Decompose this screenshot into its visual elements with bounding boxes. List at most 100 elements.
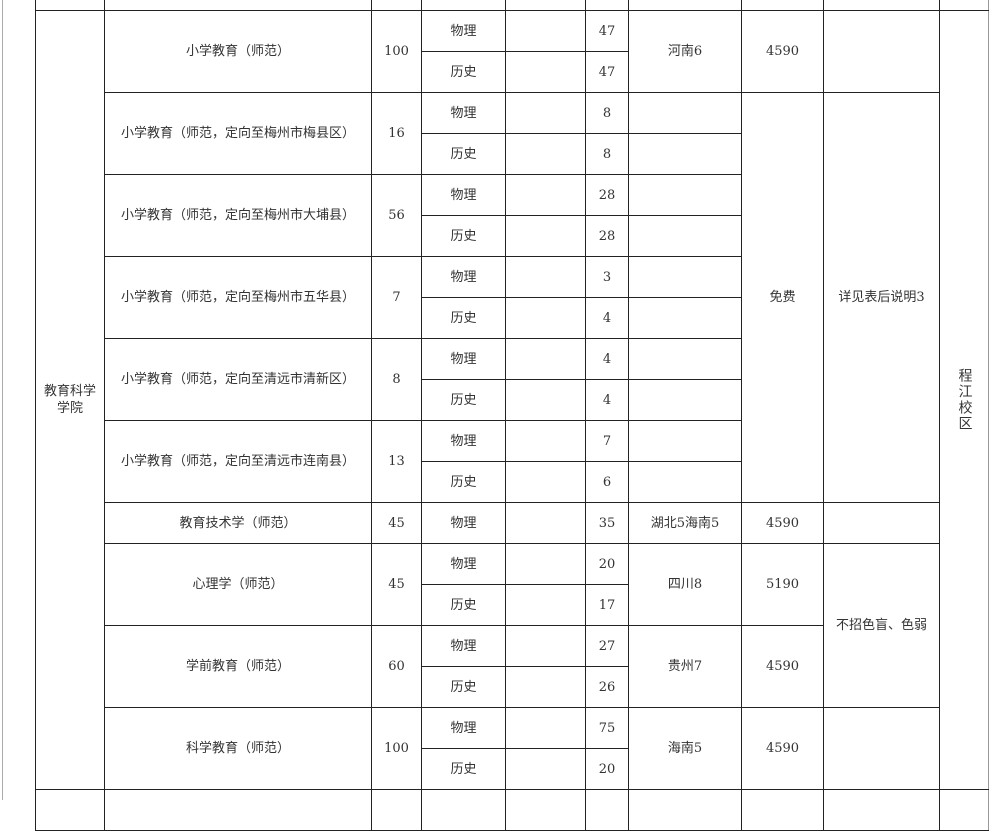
- subject-count: 7: [585, 420, 629, 462]
- table-cell: [35, 0, 105, 11]
- out-of-province-plan: [628, 215, 742, 257]
- subject-count: 26: [585, 666, 629, 708]
- out-of-province-plan: [628, 92, 742, 134]
- empty-cell: [505, 215, 586, 257]
- subject-count: 4: [585, 297, 629, 339]
- table-row: 小学教育（师范，定向至清远市连南县） 13 物理 7: [36, 420, 989, 503]
- admission-plan-table-container: 教育科学学院 小学教育（师范） 100 物理 47 河南6 4590 程江校区 历史 47 小学教育…: [35, 0, 989, 831]
- table-cell: [939, 789, 989, 831]
- table-cell: [104, 0, 372, 11]
- out-of-province-plan: [628, 420, 742, 462]
- out-of-province-plan: 贵州7: [628, 625, 742, 708]
- table-cell: [371, 0, 422, 11]
- table-row: 小学教育（师范，定向至梅州市大埔县） 56 物理 28: [36, 174, 989, 257]
- tuition-fee: 4590: [741, 10, 824, 93]
- table-cell: [371, 789, 422, 831]
- remarks: 详见表后说明3: [823, 92, 940, 503]
- plan-count: 45: [371, 502, 422, 544]
- table-cell: [104, 789, 372, 831]
- plan-count: 45: [371, 543, 422, 626]
- major-name: 小学教育（师范，定向至梅州市五华县）: [104, 256, 372, 339]
- table-row: 历史 8: [36, 133, 989, 175]
- out-of-province-plan: [628, 379, 742, 421]
- out-of-province-plan: [628, 133, 742, 175]
- empty-cell: [505, 133, 586, 175]
- empty-cell: [505, 256, 586, 298]
- table-row: 历史 4: [36, 379, 989, 421]
- out-of-province-plan: [628, 461, 742, 503]
- table-row: 小学教育（师范，定向至清远市清新区） 8 物理 4: [36, 338, 989, 421]
- subject-count: 27: [585, 625, 629, 667]
- table-row: 小学教育（师范，定向至梅州市梅县区） 16 物理 8 免费 详见表后说明3: [36, 92, 989, 503]
- table-row-partial: [35, 0, 989, 11]
- subject-count: 75: [585, 707, 629, 749]
- major-name: 学前教育（师范）: [104, 625, 372, 708]
- table-cell: [628, 789, 742, 831]
- subject-count: 3: [585, 256, 629, 298]
- empty-cell: [505, 174, 586, 216]
- subject-type: 历史: [421, 215, 506, 257]
- table-cell: [823, 0, 940, 11]
- out-of-province-plan: [628, 256, 742, 298]
- subject-count: 8: [585, 92, 629, 134]
- page-edge-left: [2, 0, 3, 800]
- remarks: [823, 502, 940, 544]
- table-row: 小学教育（师范，定向至梅州市五华县） 7 物理 3: [36, 256, 989, 339]
- tuition-fee: 5190: [741, 543, 824, 626]
- tuition-fee: 4590: [741, 707, 824, 790]
- subject-type: 物理: [421, 92, 506, 134]
- table-cell: [741, 789, 824, 831]
- college-cell: 教育科学学院: [35, 10, 105, 790]
- major-name: 小学教育（师范，定向至清远市连南县）: [104, 420, 372, 503]
- out-of-province-plan: 湖北5海南5: [628, 502, 742, 544]
- admission-plan-table: 教育科学学院 小学教育（师范） 100 物理 47 河南6 4590 程江校区 历史 47 小学教育…: [35, 0, 989, 831]
- tuition-fee: 4590: [741, 625, 824, 708]
- empty-cell: [505, 10, 586, 52]
- subject-type: 历史: [421, 748, 506, 790]
- table-cell: [35, 789, 105, 831]
- remarks: [823, 707, 940, 790]
- table-row: 历史 17: [36, 584, 989, 626]
- table-row: 教育技术学（师范） 45 物理 35 湖北5海南5 4590: [36, 502, 989, 544]
- subject-count: 4: [585, 379, 629, 421]
- subject-type: 历史: [421, 461, 506, 503]
- out-of-province-plan: [628, 338, 742, 380]
- major-name: 小学教育（师范，定向至梅州市大埔县）: [104, 174, 372, 257]
- plan-count: 8: [371, 338, 422, 421]
- table-cell: [585, 0, 629, 11]
- out-of-province-plan: 四川8: [628, 543, 742, 626]
- table-row: 历史 26: [36, 666, 989, 708]
- subject-type: 物理: [421, 625, 506, 667]
- table-row: 学前教育（师范） 60 物理 27 贵州7 4590: [36, 625, 989, 708]
- empty-cell: [505, 584, 586, 626]
- major-name: 小学教育（师范，定向至梅州市梅县区）: [104, 92, 372, 175]
- subject-type: 物理: [421, 420, 506, 462]
- plan-count: 13: [371, 420, 422, 503]
- remarks: 不招色盲、色弱: [823, 543, 940, 708]
- subject-type: 物理: [421, 174, 506, 216]
- out-of-province-plan: 海南5: [628, 707, 742, 790]
- major-name: 心理学（师范）: [104, 543, 372, 626]
- subject-count: 47: [585, 10, 629, 52]
- table-cell: [505, 0, 586, 11]
- subject-type: 物理: [421, 338, 506, 380]
- subject-type: 物理: [421, 707, 506, 749]
- subject-count: 20: [585, 748, 629, 790]
- subject-type: 物理: [421, 543, 506, 585]
- table-row: 历史 6: [36, 461, 989, 503]
- table-cell: [823, 789, 940, 831]
- subject-count: 20: [585, 543, 629, 585]
- empty-cell: [505, 338, 586, 380]
- subject-count: 8: [585, 133, 629, 175]
- table-cell: [585, 789, 629, 831]
- empty-cell: [505, 625, 586, 667]
- subject-type: 历史: [421, 297, 506, 339]
- subject-type: 物理: [421, 10, 506, 52]
- campus-cell: 程江校区: [939, 10, 989, 790]
- table-cell: [741, 0, 824, 11]
- empty-cell: [505, 666, 586, 708]
- subject-type: 历史: [421, 51, 506, 93]
- plan-count: 100: [371, 10, 422, 93]
- major-name: 小学教育（师范）: [104, 10, 372, 93]
- subject-count: 28: [585, 174, 629, 216]
